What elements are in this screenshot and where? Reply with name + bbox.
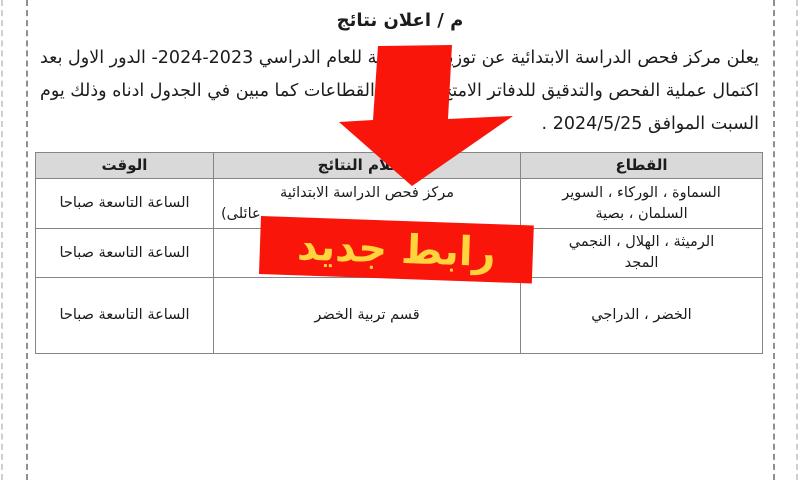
- page-edge-dashed-line-outer-left: [1, 0, 3, 480]
- paragraph-line-2-start: اكتمال عملية الفحص والتدقيق للدفاتر الام…: [441, 81, 759, 101]
- paragraph-line-3: السبت الموافق 2024/5/25 .: [541, 114, 759, 134]
- paragraph-line-1-end: امة للعام الدراسي 2023-2024- الدور الاول…: [40, 48, 392, 68]
- table-header-row: القطاع استلام النتائج الوقت: [35, 152, 763, 179]
- table-row: الخضر ، الدراجي قسم تربية الخضر الساعة ا…: [35, 277, 763, 354]
- page-edge-dashed-line-outer-right: [796, 0, 798, 480]
- sector-cell: السماوة ، الوركاء ، السوير السلمان ، بصي…: [520, 178, 763, 229]
- sector-cell: الرميثة ، الهلال ، النجمي المجد: [520, 228, 763, 278]
- page-edge-dashed-line-right: [773, 0, 775, 480]
- time-cell: الساعة التاسعة صباحا: [35, 178, 214, 229]
- announcement-paragraph: يعلن مركز فحص الدراسة الابتدائية عن توزي…: [40, 42, 759, 141]
- results-cell: قسم تربية الخضر: [213, 277, 521, 354]
- header-results: استلام النتائج: [213, 152, 521, 179]
- paragraph-line-2: اكتمال عملية الفحص والتدقيق للدفاتر الام…: [40, 75, 759, 108]
- header-sector: القطاع: [520, 152, 763, 179]
- paragraph-line-2-end: ب القطاعات كما مبين في الجدول ادناه وذلك…: [40, 81, 397, 101]
- time-cell: الساعة التاسعة صباحا: [35, 228, 214, 278]
- page-title: م / اعلان نتائج: [336, 10, 464, 31]
- table-row: السماوة ، الوركاء ، السوير السلمان ، بصي…: [35, 178, 763, 229]
- time-cell: الساعة التاسعة صباحا: [35, 277, 214, 354]
- page-edge-dashed-line-left: [26, 0, 28, 480]
- header-time: الوقت: [35, 152, 214, 179]
- paragraph-line-1-start: يعلن مركز فحص الدراسة الابتدائية عن توزي…: [439, 48, 759, 68]
- new-link-banner[interactable]: رابط جديد: [258, 216, 534, 284]
- sector-cell: الخضر ، الدراجي: [520, 277, 763, 354]
- paragraph-line-1: يعلن مركز فحص الدراسة الابتدائية عن توزي…: [40, 42, 759, 75]
